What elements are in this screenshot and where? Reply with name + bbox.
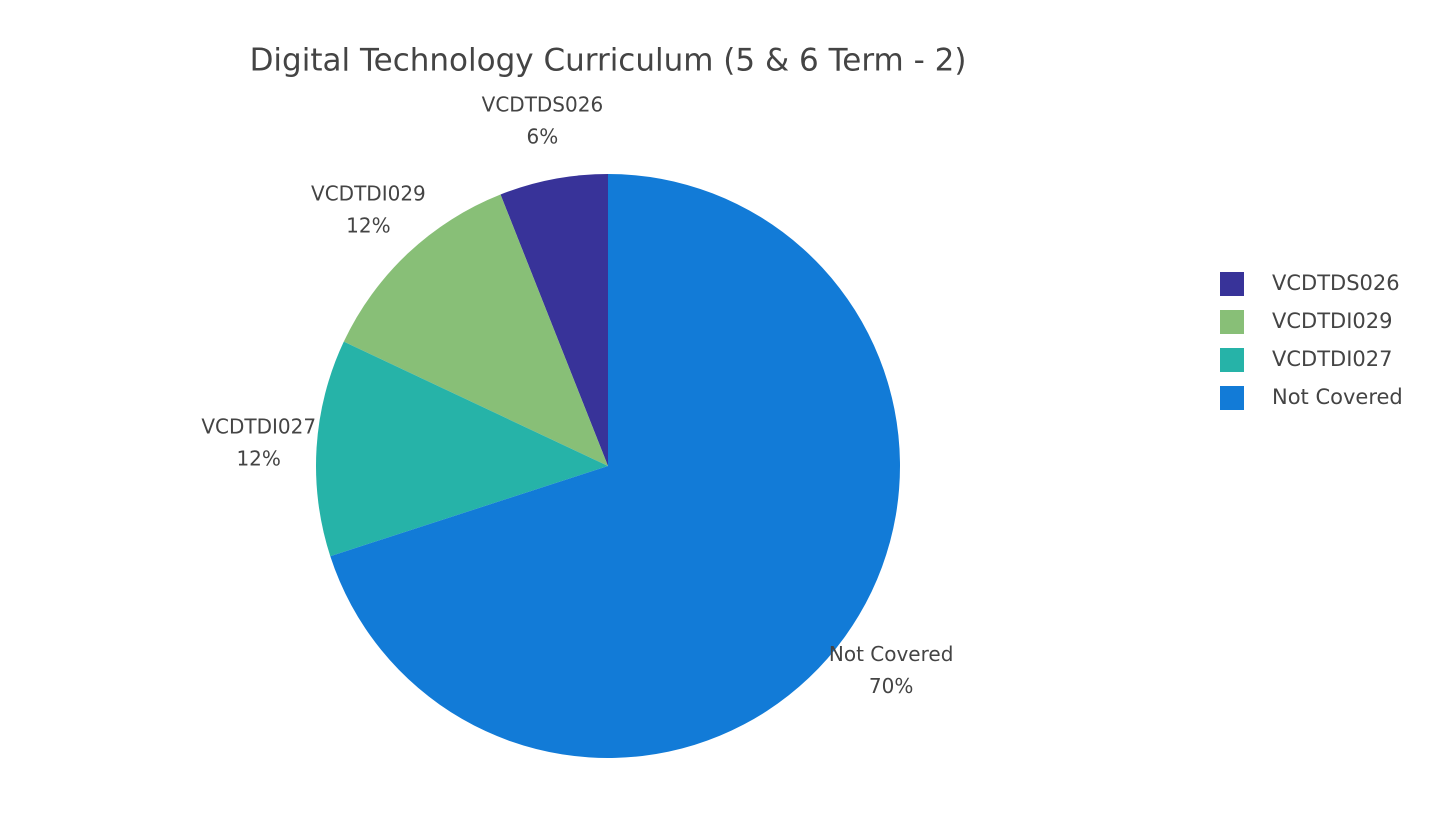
pie-slice <box>500 174 608 466</box>
chart-title: Digital Technology Curriculum (5 & 6 Ter… <box>250 43 967 79</box>
legend-swatch <box>1220 348 1244 372</box>
legend-label: VCDTDI029 <box>1272 309 1392 333</box>
slice-label: Not Covered <box>829 642 954 666</box>
slice-value-label: 6% <box>527 125 559 149</box>
pie-slice <box>330 174 900 758</box>
slice-value-label: 12% <box>236 447 280 471</box>
slice-label: VCDTDI027 <box>201 415 316 439</box>
slice-label: VCDTDI029 <box>311 181 426 205</box>
pie-slice <box>315 341 608 557</box>
legend-label: Not Covered <box>1272 385 1403 409</box>
slice-value-label: 70% <box>869 674 913 698</box>
pie-slice <box>343 194 608 467</box>
legend-swatch <box>1220 386 1244 410</box>
legend-label: VCDTDI027 <box>1272 347 1392 371</box>
legend-swatch <box>1220 272 1244 296</box>
slice-label: VCDTDS026 <box>482 93 604 117</box>
legend-swatch <box>1220 310 1244 334</box>
slice-value-label: 12% <box>346 213 390 237</box>
legend-label: VCDTDS026 <box>1272 271 1400 295</box>
